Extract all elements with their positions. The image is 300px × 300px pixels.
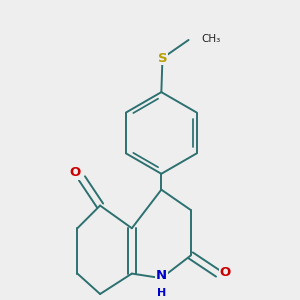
Text: O: O xyxy=(219,266,230,279)
Text: CH₃: CH₃ xyxy=(201,34,220,44)
Text: N: N xyxy=(156,269,167,282)
Text: O: O xyxy=(70,166,81,179)
Text: S: S xyxy=(158,52,167,64)
Text: H: H xyxy=(157,288,166,298)
